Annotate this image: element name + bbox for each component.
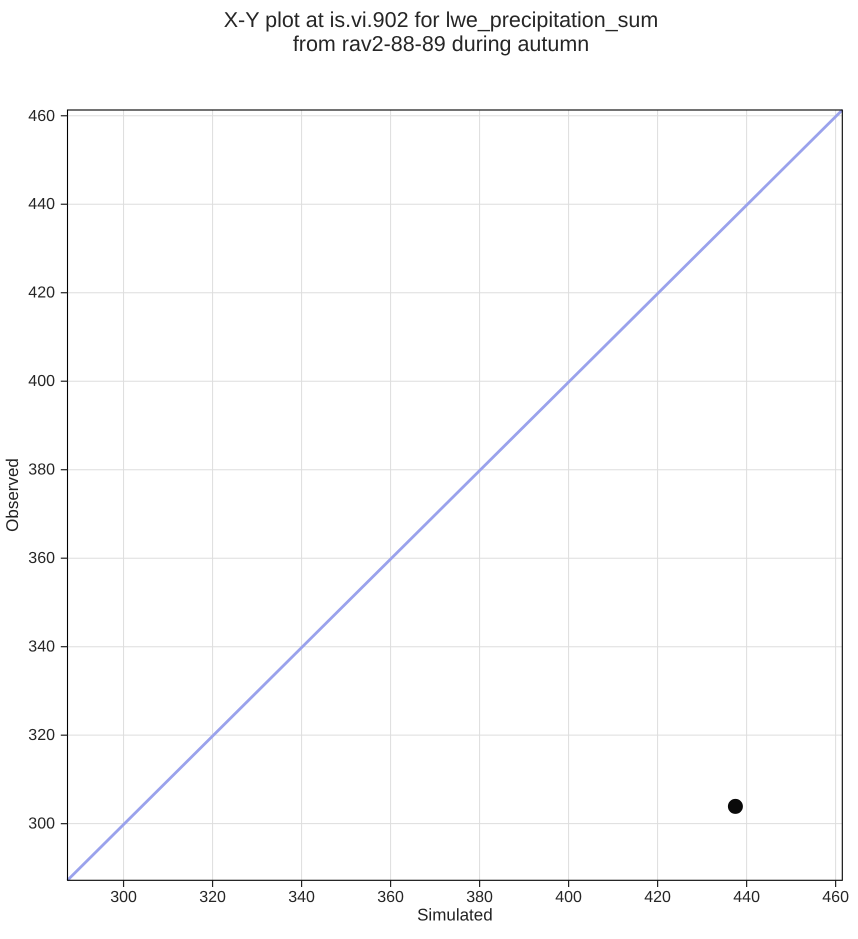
- svg-text:300: 300: [28, 816, 55, 833]
- svg-text:340: 340: [288, 889, 315, 906]
- svg-text:360: 360: [28, 550, 55, 567]
- svg-text:460: 460: [28, 108, 55, 125]
- svg-text:320: 320: [28, 727, 55, 744]
- svg-text:420: 420: [644, 889, 671, 906]
- svg-text:360: 360: [377, 889, 404, 906]
- svg-text:460: 460: [822, 889, 849, 906]
- svg-text:420: 420: [28, 285, 55, 302]
- svg-text:380: 380: [466, 889, 493, 906]
- svg-text:Observed: Observed: [3, 458, 22, 532]
- svg-text:340: 340: [28, 639, 55, 656]
- svg-text:Simulated: Simulated: [417, 906, 493, 925]
- svg-text:400: 400: [28, 373, 55, 390]
- svg-text:440: 440: [733, 889, 760, 906]
- svg-text:320: 320: [199, 889, 226, 906]
- svg-text:400: 400: [555, 889, 582, 906]
- svg-text:440: 440: [28, 196, 55, 213]
- svg-text:380: 380: [28, 462, 55, 479]
- svg-text:300: 300: [110, 889, 137, 906]
